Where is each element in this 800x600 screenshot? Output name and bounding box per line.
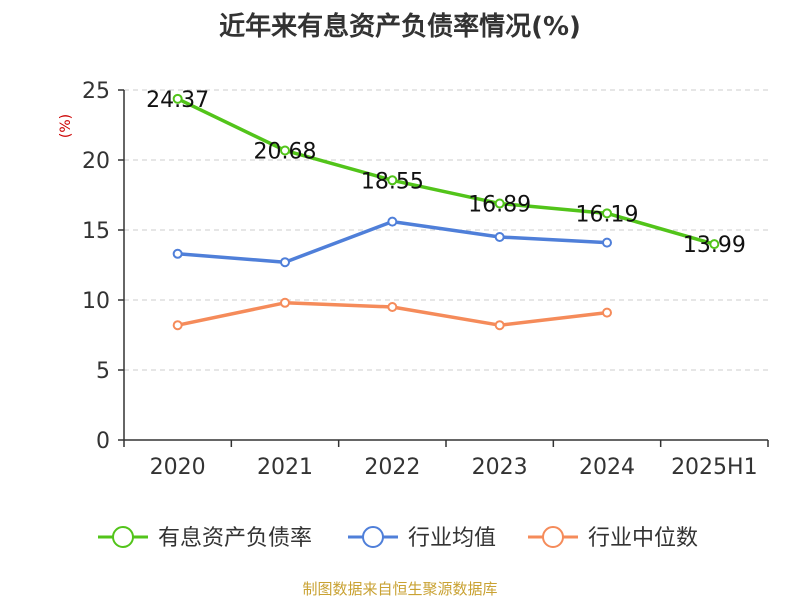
legend-label-1: 行业均值: [408, 526, 496, 551]
legend-marker-2: [542, 526, 564, 548]
y-tick-label-3: 15: [82, 219, 110, 244]
x-tick-label-1: 2021: [257, 455, 313, 480]
y-tick-label-4: 20: [82, 149, 110, 174]
data-label-0: 24.37: [146, 88, 209, 113]
x-tick-label-2: 2022: [364, 455, 420, 480]
series-0-point-4: [602, 208, 612, 219]
y-tick-label-1: 5: [96, 359, 110, 384]
legend-label-2: 行业中位数: [588, 526, 698, 551]
series-2-point-3: [494, 320, 505, 331]
x-tick-label-5: 2025H1: [671, 455, 758, 480]
series-0-point-5: [709, 239, 720, 250]
x-tick-label-4: 2024: [579, 455, 635, 480]
y-axis-label: (%): [58, 114, 74, 138]
series-line-1: [175, 219, 609, 264]
series-1-point-0: [172, 248, 183, 259]
data-label-1: 20.68: [254, 139, 317, 164]
series-2-point-2: [387, 302, 398, 312]
x-tick-label-0: 2020: [150, 455, 206, 480]
chart-source: 制图数据来自恒生聚源数据库: [302, 580, 498, 598]
data-label-3: 16.89: [468, 193, 531, 218]
data-label-5: 13.99: [683, 233, 746, 258]
data-label-2: 18.55: [361, 169, 424, 194]
chart-title: 近年来有息资产负债率情况(%): [219, 12, 581, 42]
series-1-point-2: [387, 216, 398, 227]
series-0-point-0: [172, 93, 183, 104]
series-2-point-1: [280, 297, 290, 308]
legend-marker-0: [112, 526, 134, 548]
series-1-point-4: [602, 237, 612, 248]
y-tick-label-2: 10: [82, 289, 110, 314]
series-0-point-2: [387, 175, 398, 186]
series-0-point-3: [494, 198, 505, 209]
series-0-point-1: [280, 145, 290, 156]
series-2-point-0: [172, 320, 183, 331]
y-tick-label-5: 25: [82, 79, 110, 104]
series-1-point-1: [280, 257, 290, 268]
y-tick-label-0: 0: [96, 429, 110, 454]
series-line-0: [175, 97, 717, 246]
data-label-4: 16.19: [576, 202, 639, 227]
series-1-point-3: [494, 232, 505, 242]
legend-marker-1: [362, 526, 384, 548]
legend-label-0: 有息资产负债率: [158, 526, 312, 551]
series-2-point-4: [602, 307, 612, 318]
x-tick-label-3: 2023: [472, 455, 528, 480]
